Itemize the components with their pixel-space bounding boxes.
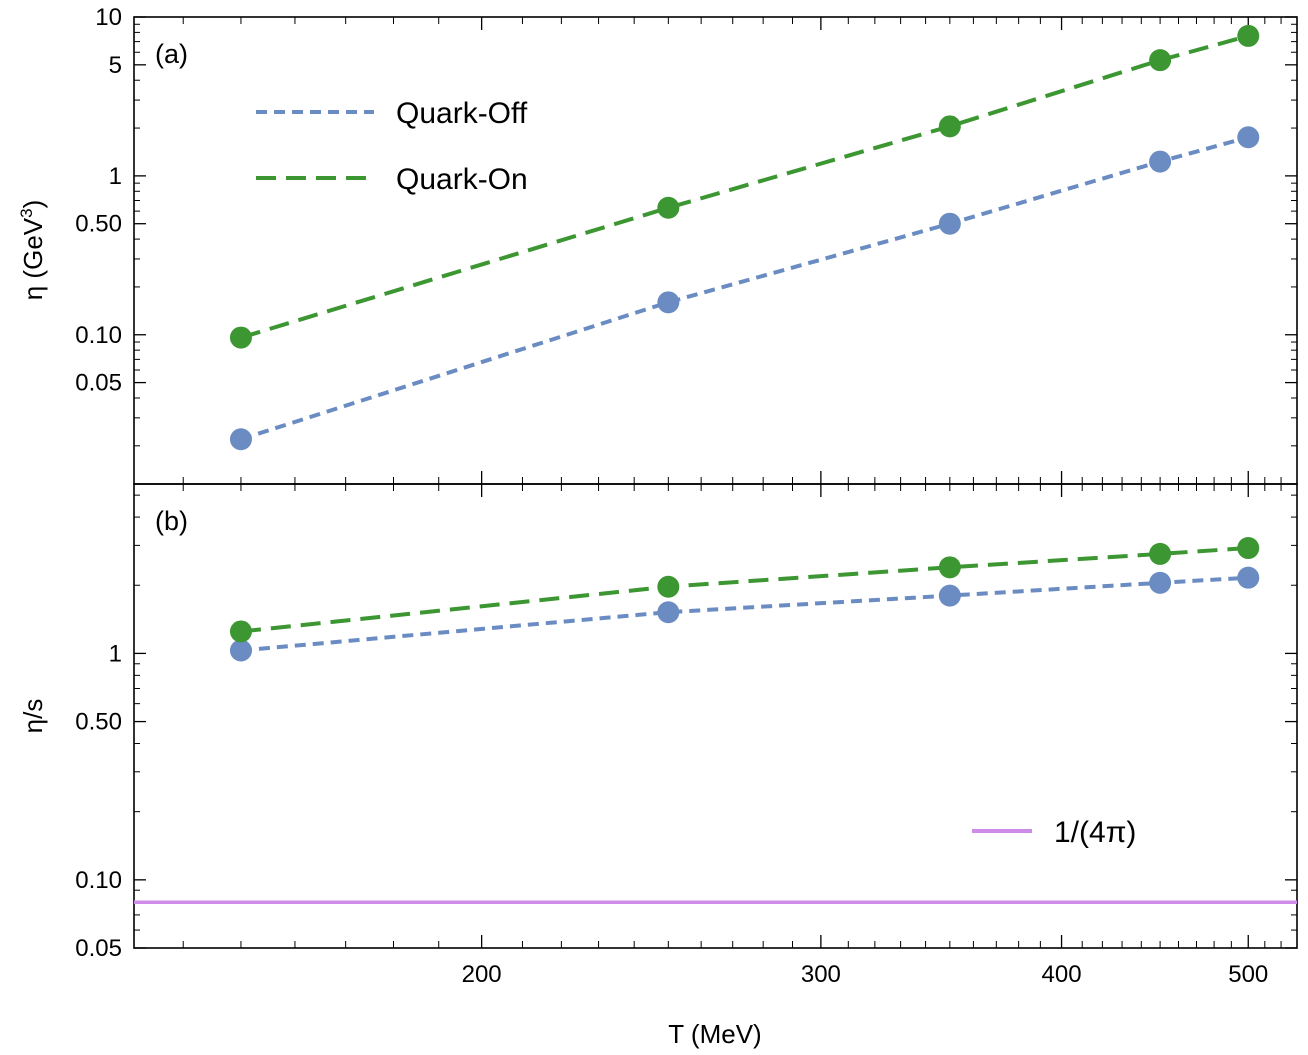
x-tick-label: 500 <box>1228 961 1268 988</box>
legend-quark-on-label: Quark-On <box>396 163 528 196</box>
panel-a-ticks: 0.05 0.10 0.50 1 5 10 <box>75 4 1297 484</box>
y-tick-label-b: 0.10 <box>75 867 122 894</box>
y-tick-label-a: 5 <box>109 52 122 79</box>
x-tick-label: 400 <box>1042 961 1082 988</box>
data-point-quark-off-b <box>1149 571 1172 594</box>
y-tick-label-b: 0.05 <box>75 935 122 962</box>
series-line-quark-on-b <box>240 546 1249 634</box>
y-axis-title-a-close: ) <box>18 200 48 209</box>
y-axis-title-panel-a: η (GeV3) <box>17 200 48 301</box>
data-point-quark-off-b <box>938 584 961 607</box>
panel-a-series <box>229 24 1260 451</box>
legend-panel-a: Quark-Off Quark-On <box>256 97 528 196</box>
y-axis-title-panel-b: η/s <box>18 699 48 734</box>
data-point-quark-off-b <box>1237 566 1260 589</box>
data-point-quark-on-a <box>229 326 252 349</box>
y-tick-label-a: 1 <box>109 163 122 190</box>
legend-panel-b: 1/(4π) <box>972 816 1136 849</box>
y-tick-label-b: 0.50 <box>75 709 122 736</box>
legend-reference-label: 1/(4π) <box>1054 816 1136 849</box>
x-tick-label: 300 <box>801 961 841 988</box>
y-axis-title-a-sup: 3 <box>17 208 36 217</box>
data-point-quark-on-b <box>229 620 252 643</box>
data-point-quark-on-b <box>1149 542 1172 565</box>
panel-b-ticks: 0.05 0.10 0.50 1 200 300 400 500 <box>75 484 1297 988</box>
y-tick-label-a: 10 <box>95 4 122 31</box>
data-point-quark-off-a <box>1237 126 1260 149</box>
legend-quark-off-label: Quark-Off <box>396 97 528 130</box>
data-point-quark-off-b <box>657 601 680 624</box>
data-point-quark-off-a <box>938 212 961 235</box>
x-tick-label: 200 <box>462 961 502 988</box>
data-point-quark-off-b <box>229 639 252 662</box>
data-point-quark-on-a <box>657 196 680 219</box>
data-point-quark-on-a <box>1237 24 1260 47</box>
y-axis-title-a-main: η (GeV <box>18 217 48 300</box>
data-point-quark-on-b <box>1237 537 1260 560</box>
data-point-quark-on-a <box>938 115 961 138</box>
y-tick-label-a: 0.05 <box>75 370 122 397</box>
panel-a-frame <box>133 16 1298 485</box>
series-line-quark-off-a <box>240 135 1249 442</box>
panel-b-series <box>229 537 1260 662</box>
data-point-quark-off-a <box>229 428 252 451</box>
series-line-quark-on-a <box>240 33 1249 340</box>
panel-a-label: (a) <box>155 39 188 69</box>
panel-b-frame <box>133 483 1298 949</box>
y-tick-label-b: 1 <box>109 640 122 667</box>
data-point-quark-off-a <box>657 291 680 314</box>
data-point-quark-on-b <box>657 575 680 598</box>
data-point-quark-off-a <box>1149 150 1172 173</box>
data-point-quark-on-b <box>938 556 961 579</box>
y-tick-label-a: 0.50 <box>75 211 122 238</box>
panel-b-label: (b) <box>155 506 188 536</box>
x-axis-title: T (MeV) <box>668 1019 761 1049</box>
y-tick-label-a: 0.10 <box>75 322 122 349</box>
data-point-quark-on-a <box>1149 49 1172 72</box>
